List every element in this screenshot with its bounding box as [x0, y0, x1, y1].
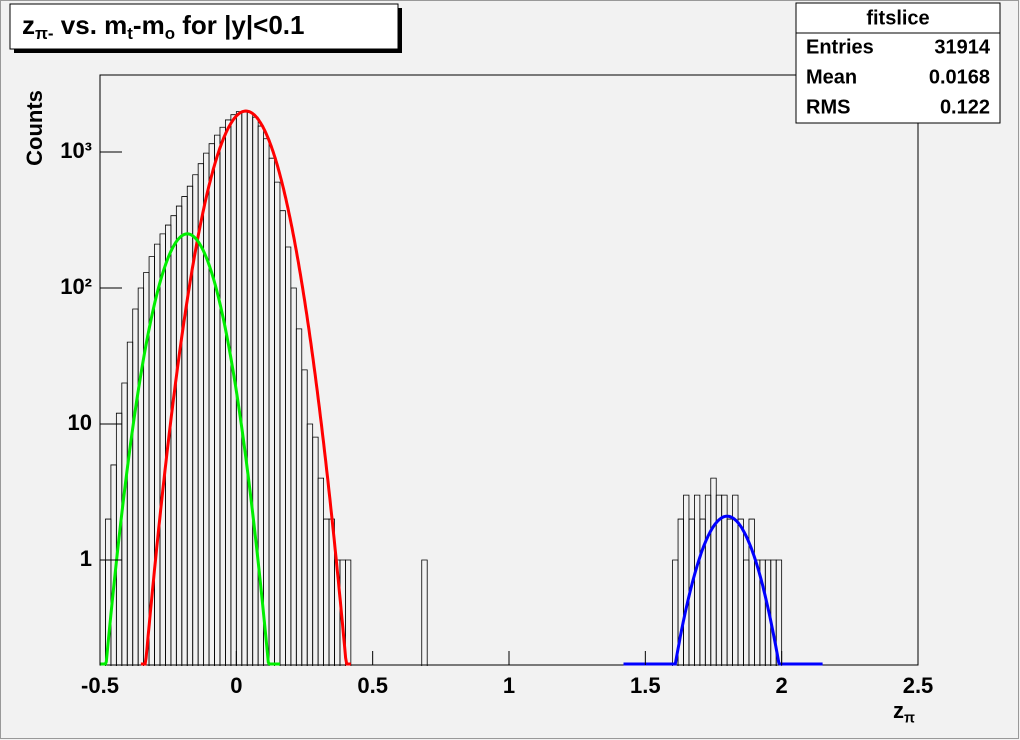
x-tick-label: 0.5 — [357, 673, 388, 698]
histogram-bin — [345, 559, 352, 666]
title-box — [9, 3, 399, 50]
stats-frame — [795, 2, 1001, 124]
x-tick-label: 2 — [776, 673, 788, 698]
subscript: π- — [35, 24, 54, 43]
stats-value: 0.122 — [940, 96, 990, 118]
stats-value: 0.0168 — [929, 66, 990, 88]
x-tick-label: 2.5 — [903, 673, 934, 698]
y-tick-label: 10 — [68, 410, 92, 435]
histogram-bin — [775, 559, 783, 666]
stats-label: Mean — [806, 66, 857, 88]
text-part: for |y|<0.1 — [175, 10, 304, 40]
plot-frame — [99, 74, 919, 666]
text-part: vs. m — [54, 10, 128, 40]
subscript: π — [904, 710, 915, 726]
histogram-bin — [421, 559, 428, 666]
stats-value: 31914 — [934, 36, 990, 58]
x-tick-label: 0 — [230, 673, 242, 698]
stats-label: RMS — [806, 96, 850, 118]
chart-title: zπ- vs. mt-mo for |y|<0.1 — [22, 10, 304, 43]
stats-title: fitslice — [866, 7, 929, 29]
y-axis-label: Counts — [22, 90, 47, 166]
subscript: o — [165, 24, 175, 43]
y-tick-label: 1 — [80, 546, 92, 571]
fit-curve — [100, 232, 280, 666]
x-tick-label: -0.5 — [81, 673, 119, 698]
text-part: z — [22, 10, 35, 40]
text-part: z — [893, 698, 904, 723]
stats-label: Entries — [806, 36, 874, 58]
y-tick-label: 10² — [60, 274, 92, 299]
stats-box: fitslice Entries 31914 Mean 0.0168 RMS 0.122 — [795, 2, 1001, 124]
y-tick-label: 10³ — [60, 138, 92, 163]
subscript: t — [127, 24, 133, 43]
axes: -0.5 0 0.5 1 1.5 2 2.5 1 10 10² 10³ — [60, 138, 933, 698]
fit-curve — [623, 514, 823, 666]
fit-curve — [140, 109, 351, 666]
text-part: -m — [133, 10, 165, 40]
x-axis-label: zπ — [893, 698, 915, 727]
x-tick-label: 1 — [503, 673, 515, 698]
plot-area — [100, 109, 823, 666]
x-tick-label: 1.5 — [630, 673, 661, 698]
